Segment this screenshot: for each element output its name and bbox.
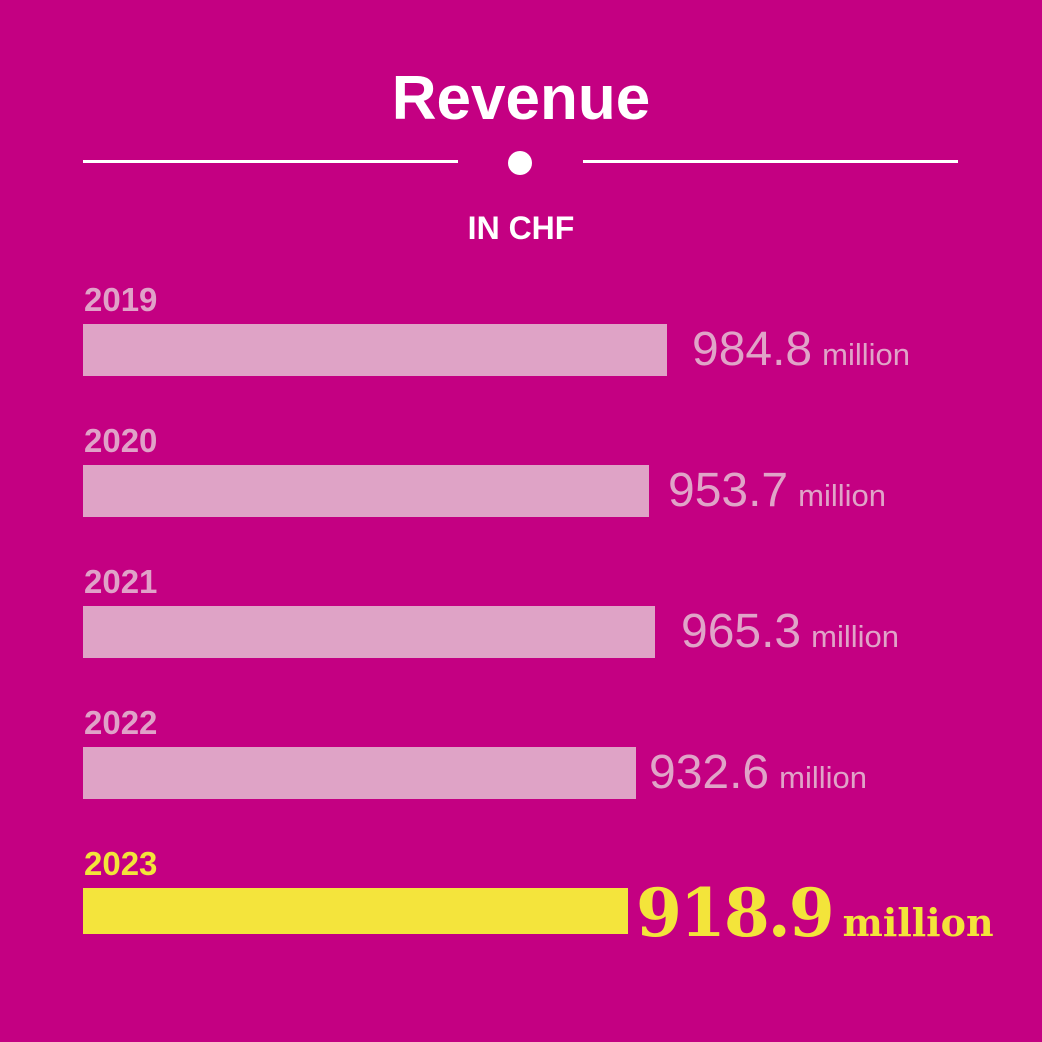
year-label-2020: 2020 — [84, 422, 158, 459]
chart-subtitle: IN CHF — [467, 210, 575, 246]
value-label-2021: 965.3 million — [681, 604, 899, 659]
year-label-2022: 2022 — [84, 704, 158, 741]
bar-2023 — [83, 888, 628, 934]
value-number-2020: 953.7 — [668, 464, 789, 517]
bar-2019 — [83, 324, 667, 376]
bar-2022 — [83, 747, 636, 799]
title-divider-dot — [508, 151, 532, 175]
year-label-2019: 2019 — [84, 281, 158, 318]
value-unit-2023: million — [842, 900, 994, 945]
value-label-2019: 984.8 million — [692, 322, 910, 377]
year-label-2021: 2021 — [84, 563, 158, 600]
value-unit-2019: million — [822, 337, 910, 372]
value-number-2023: 918.9 — [636, 874, 835, 952]
value-unit-2022: million — [779, 760, 867, 795]
value-label-2022: 932.6 million — [649, 745, 867, 800]
value-unit-2020: million — [798, 478, 886, 513]
year-label-2023: 2023 — [84, 845, 158, 882]
value-label-2023: 918.9 million — [636, 874, 994, 952]
bar-2021 — [83, 606, 655, 658]
chart-title: Revenue — [391, 64, 651, 133]
value-unit-2021: million — [811, 619, 899, 654]
value-number-2019: 984.8 — [692, 323, 813, 376]
title-divider-right — [583, 160, 958, 163]
value-label-2020: 953.7 million — [668, 463, 886, 518]
title-divider-left — [83, 160, 458, 163]
value-number-2022: 932.6 — [649, 746, 770, 799]
bar-2020 — [83, 465, 649, 517]
value-number-2021: 965.3 — [681, 605, 802, 658]
